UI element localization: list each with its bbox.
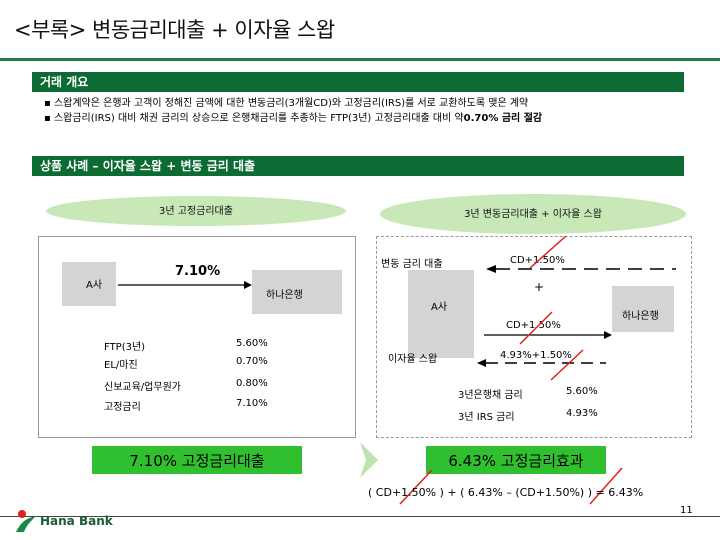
right-result-box: 6.43% 고정금리효과 [426, 446, 606, 474]
left-row-label: FTP(3년) [104, 342, 146, 353]
left-row-value: 5.60% [236, 338, 268, 349]
page-title: <부록> 변동금리대출 + 이자율 스왑 [14, 18, 335, 42]
cross-out-stroke [529, 235, 567, 269]
left-row-value: 7.10% [236, 398, 268, 409]
section-heading-example: 상품 사례 – 이자율 스왑 + 변동 금리 대출 [32, 156, 684, 176]
left-company-label: A사 [86, 280, 103, 291]
dashed-arrow-top-icon [486, 265, 676, 273]
dashed-arrow-bottom-icon [477, 359, 606, 367]
left-row-label: 신보교육/업무원가 [104, 382, 181, 393]
overview-bullet-2-emphasis: 0.70% 금리 절감 [463, 113, 543, 124]
right-bank-label: 하나은행 [622, 311, 659, 322]
cross-out-stroke [399, 469, 433, 505]
cross-out-stroke [589, 467, 623, 505]
overview-bullet-2-text: ▪ 스왑금리(IRS) 대비 채권 금리의 상승으로 은행채금리를 추종하는 F… [44, 113, 464, 124]
right-row-value: 5.60% [566, 386, 598, 397]
left-arrow-icon [118, 281, 252, 289]
right-oval-label: 3년 변동금리대출 + 이자율 스왑 [380, 194, 686, 234]
left-company-box: A사 [62, 262, 116, 306]
right-row-value: 4.93% [566, 408, 598, 419]
swap-rate: 4.93%+1.50% [500, 350, 572, 361]
logo-text: Hana Bank [40, 514, 113, 528]
right-company-box [408, 270, 474, 358]
left-result-label: 7.10% 고정금리대출 [129, 451, 265, 470]
right-company-label: A사 [431, 302, 448, 313]
footer-divider [0, 516, 720, 517]
cross-out-stroke [519, 311, 553, 345]
left-rate: 7.10% [175, 264, 221, 279]
section-heading-overview: 거래 개요 [32, 72, 684, 92]
right-bank-box [612, 286, 674, 332]
right-row-label: 3년 IRS 금리 [458, 412, 515, 423]
floating-loan-label: 변동 금리 대출 [381, 259, 443, 270]
left-bank-label: 하나은행 [266, 290, 303, 301]
left-oval-text: 3년 고정금리대출 [159, 205, 233, 217]
left-bank-box: 하나은행 [252, 270, 342, 314]
plus-sign: + [534, 280, 545, 294]
title-divider [0, 58, 720, 61]
formula: ( CD+1.50% ) + ( 6.43% – (CD+1.50%) ) = … [368, 486, 644, 499]
overview-bullet-1: ▪ 스왑계약은 은행과 고객이 정해진 금액에 대한 변동금리(3개월CD)와 … [44, 98, 529, 109]
swap-panel [376, 236, 692, 438]
right-row-label: 3년은행채 금리 [458, 390, 523, 401]
left-result-box: 7.10% 고정금리대출 [92, 446, 302, 474]
right-result-label: 6.43% 고정금리효과 [448, 451, 584, 470]
left-row-label: EL/마진 [104, 360, 138, 371]
cross-out-stroke [550, 349, 584, 381]
left-row-value: 0.70% [236, 356, 268, 367]
right-oval-text: 3년 변동금리대출 + 이자율 스왑 [464, 208, 602, 220]
arrow-bidirectional-icon [484, 331, 612, 339]
fixed-loan-panel [38, 236, 356, 438]
left-row-label: 고정금리 [104, 402, 141, 413]
chevron-right-icon [360, 442, 378, 478]
left-row-value: 0.80% [236, 378, 268, 389]
page-number: 11 [680, 505, 693, 516]
left-oval-label: 3년 고정금리대출 [46, 196, 346, 226]
swap-label: 이자율 스왑 [388, 354, 438, 365]
hana-logo-icon [16, 510, 36, 532]
overview-bullets: ▪ 스왑계약은 은행과 고객이 정해진 금액에 대한 변동금리(3개월CD)와 … [44, 96, 542, 126]
overview-bullet-2: ▪ 스왑금리(IRS) 대비 채권 금리의 상승으로 은행채금리를 추종하는 F… [44, 111, 542, 126]
right-cd-mid: CD+1.50% [506, 320, 561, 331]
